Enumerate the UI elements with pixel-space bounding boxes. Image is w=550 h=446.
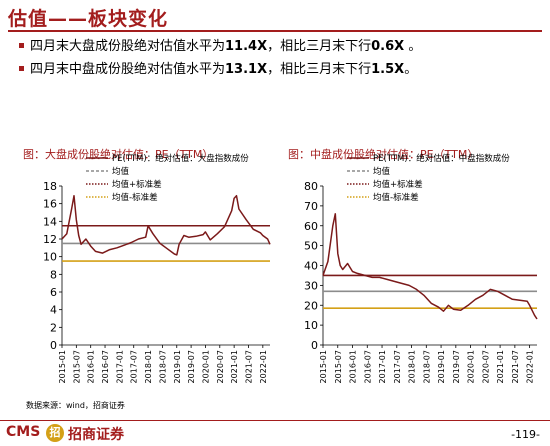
- mid-cap-legend-label-pe: PE(TTM)：绝对估值：中盘指数成份: [373, 153, 510, 164]
- large-cap-legend-label-upper: 均值+标准差: [112, 179, 162, 190]
- large-cap-y-tick-label: 8: [50, 268, 57, 281]
- large-cap-y-tick-label: 16: [43, 198, 57, 211]
- large-cap-x-tick-label: 2021-01: [230, 350, 239, 383]
- summary-line-1-mid: ，相比三月末下行: [267, 39, 372, 54]
- summary-line-1: 四月末大盘成份股绝对估值水平为11.4X，相比三月末下行0.6X 。: [30, 35, 421, 54]
- chart-title-mid-cap: 图：中盘成份股绝对估值：PE（TTM）: [288, 148, 479, 161]
- large-cap-y-tick-label: 12: [43, 233, 57, 246]
- large-cap-legend-label-mean: 均值: [112, 166, 130, 177]
- large-cap-y-tick-label: 6: [50, 286, 57, 299]
- summary-line-1-change: 0.6X: [371, 39, 405, 54]
- bullet-marker: [19, 66, 24, 71]
- page-title: 估值——板块变化: [8, 8, 169, 30]
- large-cap-x-tick-label: 2018-01: [144, 350, 153, 383]
- mid-cap-x-tick-label: 2019-01: [437, 350, 446, 383]
- mid-cap-x-tick-label: 2017-01: [378, 350, 387, 383]
- mid-cap-x-tick-label: 2020-01: [467, 350, 476, 383]
- bullet-marker: [19, 43, 24, 48]
- large-cap-y-tick-label: 0: [50, 339, 57, 352]
- mid-cap-x-tick-label: 2018-01: [408, 350, 417, 383]
- large-cap-x-tick-label: 2015-01: [58, 350, 67, 383]
- summary-line-2-mid: ，相比三月末下行: [267, 62, 372, 77]
- large-cap-y-tick-label: 2: [50, 321, 57, 334]
- summary-line-2-change: 1.5X: [371, 62, 405, 77]
- mid-cap-x-tick-label: 2022-01: [526, 350, 535, 383]
- large-cap-x-tick-label: 2020-07: [216, 350, 225, 383]
- large-cap-x-tick-label: 2015-07: [72, 350, 81, 383]
- mid-cap-y-tick-label: 80: [304, 180, 318, 193]
- large-cap-x-tick-label: 2016-01: [87, 350, 96, 383]
- large-cap-y-tick-label: 14: [43, 215, 57, 228]
- footer-divider: [0, 420, 550, 421]
- data-source: 数据来源：wind，招商证券: [26, 401, 125, 410]
- mid-cap-y-tick-label: 50: [304, 240, 318, 253]
- large-cap-x-tick-label: 2022-01: [259, 350, 268, 383]
- logo-badge-icon: 招: [46, 424, 64, 442]
- mid-cap-y-tick-label: 30: [304, 279, 318, 292]
- mid-cap-x-tick-label: 2016-01: [349, 350, 358, 383]
- summary-line-2-pre: 四月末中盘成份股绝对估值水平为: [30, 62, 226, 77]
- mid-cap-x-tick-label: 2018-07: [422, 350, 431, 383]
- mid-cap-x-tick-label: 2021-01: [496, 350, 505, 383]
- large-cap-x-tick-label: 2018-07: [158, 350, 167, 383]
- mid-cap-x-tick-label: 2016-07: [363, 350, 372, 383]
- mid-cap-x-tick-label: 2019-07: [452, 350, 461, 383]
- large-cap-x-tick-label: 2017-07: [130, 350, 139, 383]
- mid-cap-y-tick-label: 60: [304, 220, 318, 233]
- large-cap-y-tick-label: 10: [43, 251, 57, 264]
- large-cap-legend-label-pe: PE(TTM)：绝对估值：大盘指数成份: [112, 153, 249, 164]
- large-cap-x-tick-label: 2019-07: [187, 350, 196, 383]
- large-cap-x-tick-label: 2020-01: [201, 350, 210, 383]
- large-cap-pe-series-line: [61, 194, 271, 256]
- summary-line-2: 四月末中盘成份股绝对估值水平为13.1X，相比三月末下行1.5X。: [30, 58, 417, 77]
- page-number: -119-: [511, 428, 540, 441]
- mid-cap-x-tick-label: 2015-07: [334, 350, 343, 383]
- mid-cap-legend-label-mean: 均值: [373, 166, 391, 177]
- mid-cap-pe-series-line: [322, 213, 538, 320]
- large-cap-y-tick-label: 4: [50, 304, 57, 317]
- mid-cap-y-tick-label: 70: [304, 200, 318, 213]
- mid-cap-y-tick-label: 0: [311, 339, 318, 352]
- large-cap-y-tick-label: 18: [43, 180, 57, 193]
- chart-title-large-cap: 图：大盘成份股绝对估值：PE（TTM）: [23, 148, 214, 161]
- summary-line-2-post: 。: [404, 62, 418, 77]
- mid-cap-y-tick-label: 20: [304, 299, 318, 312]
- mid-cap-legend-label-upper: 均值+标准差: [373, 179, 423, 190]
- mid-cap-x-tick-label: 2021-07: [511, 350, 520, 383]
- mid-cap-x-tick-label: 2020-07: [481, 350, 490, 383]
- mid-cap-x-tick-label: 2017-07: [393, 350, 402, 383]
- large-cap-x-tick-label: 2019-01: [173, 350, 182, 383]
- summary-line-2-value: 13.1X: [225, 62, 268, 77]
- company-name: 招商证券: [68, 427, 124, 443]
- mid-cap-y-tick-label: 40: [304, 260, 318, 273]
- summary-line-1-post: 。: [404, 39, 422, 54]
- large-cap-x-tick-label: 2017-01: [115, 350, 124, 383]
- large-cap-x-tick-label: 2021-07: [244, 350, 253, 383]
- logo-text: CMS: [6, 424, 41, 440]
- title-divider: [8, 30, 542, 32]
- mid-cap-legend-label-lower: 均值-标准差: [373, 192, 419, 203]
- large-cap-x-tick-label: 2016-07: [101, 350, 110, 383]
- mid-cap-x-tick-label: 2015-01: [319, 350, 328, 383]
- summary-line-1-value: 11.4X: [225, 39, 268, 54]
- mid-cap-y-tick-label: 10: [304, 319, 318, 332]
- summary-line-1-pre: 四月末大盘成份股绝对估值水平为: [30, 39, 226, 54]
- large-cap-legend-label-lower: 均值-标准差: [112, 192, 158, 203]
